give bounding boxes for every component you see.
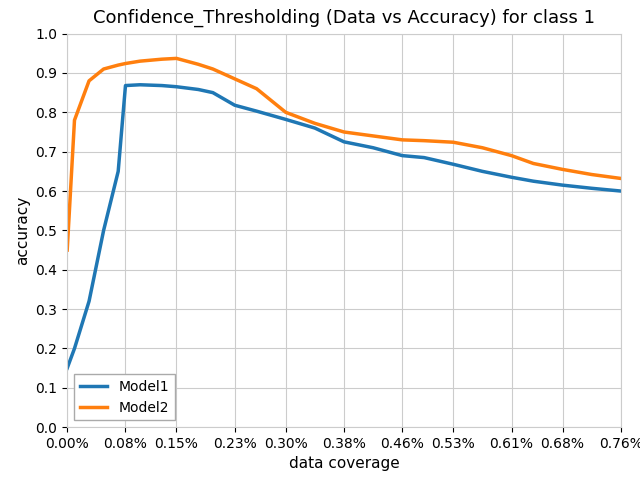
Model2 <box>100 66 108 72</box>
Model1 <box>399 153 406 158</box>
Model2 <box>231 76 239 82</box>
Model1 <box>122 83 129 88</box>
Model1 <box>282 117 289 122</box>
Model2 <box>70 117 78 123</box>
Model2 <box>115 62 122 68</box>
Y-axis label: accuracy: accuracy <box>15 196 30 265</box>
Model1 <box>311 125 319 131</box>
Model2 <box>479 145 486 151</box>
Model2 <box>122 60 129 66</box>
Model2 <box>449 139 457 145</box>
Model2 <box>173 56 180 61</box>
Model1 <box>115 168 122 174</box>
Model1 <box>63 365 71 371</box>
Model2 <box>158 56 166 62</box>
Model1 <box>449 161 457 167</box>
Model2 <box>209 66 217 72</box>
Model2 <box>195 61 202 67</box>
Model1 <box>195 86 202 92</box>
Model1 <box>559 182 566 188</box>
Model2 <box>399 137 406 143</box>
Model1 <box>617 188 625 194</box>
Model2 <box>340 129 348 135</box>
Model1 <box>136 82 144 88</box>
Model2 <box>85 78 93 84</box>
Model1 <box>529 178 537 184</box>
Model2 <box>282 109 289 115</box>
Model1 <box>420 155 428 160</box>
Model1 <box>479 168 486 174</box>
Model2 <box>508 153 515 158</box>
Model2 <box>136 58 144 64</box>
Model2 <box>559 167 566 172</box>
Model2 <box>63 247 71 253</box>
Line: Model2: Model2 <box>67 59 621 250</box>
Model2 <box>311 120 319 126</box>
Model2 <box>420 138 428 144</box>
Title: Confidence_Thresholding (Data vs Accuracy) for class 1: Confidence_Thresholding (Data vs Accurac… <box>93 9 595 27</box>
Model1 <box>158 83 166 88</box>
Model2 <box>529 161 537 167</box>
X-axis label: data coverage: data coverage <box>289 456 399 471</box>
Model1 <box>369 145 377 151</box>
Model1 <box>209 90 217 96</box>
Model1 <box>231 102 239 108</box>
Line: Model1: Model1 <box>67 85 621 368</box>
Model1 <box>253 108 260 114</box>
Model1 <box>340 139 348 145</box>
Model1 <box>85 299 93 304</box>
Model1 <box>588 185 595 191</box>
Model2 <box>588 172 595 178</box>
Model1 <box>173 84 180 90</box>
Model1 <box>100 228 108 233</box>
Legend: Model1, Model2: Model1, Model2 <box>74 374 175 420</box>
Model1 <box>70 346 78 351</box>
Model2 <box>253 86 260 92</box>
Model2 <box>617 176 625 181</box>
Model1 <box>508 174 515 180</box>
Model2 <box>369 133 377 139</box>
